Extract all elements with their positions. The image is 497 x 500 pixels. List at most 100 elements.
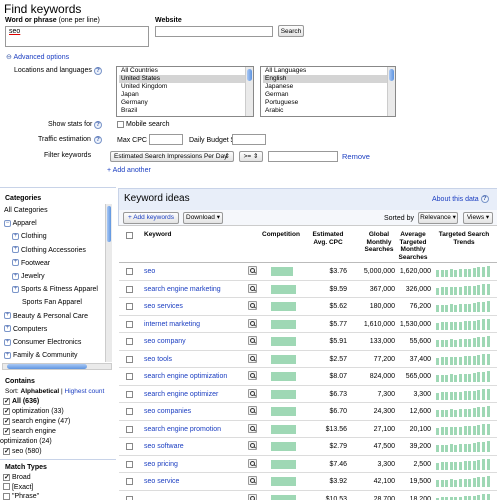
- expand-icon[interactable]: +: [12, 233, 19, 241]
- country-option[interactable]: Brazil: [121, 107, 138, 114]
- select-all-checkbox[interactable]: [126, 232, 133, 239]
- col-cpc[interactable]: Estimated Avg. CPC: [309, 231, 347, 246]
- match-type-item[interactable]: Broad: [3, 473, 115, 483]
- category-item[interactable]: + Beauty & Personal Care: [2, 310, 112, 323]
- category-item[interactable]: − Apparel: [2, 217, 112, 230]
- row-checkbox[interactable]: [126, 285, 133, 293]
- word-textarea[interactable]: seo: [5, 26, 149, 47]
- category-item[interactable]: + Clothing: [2, 230, 112, 243]
- keyword-link[interactable]: seo tools: [144, 355, 173, 363]
- contains-item[interactable]: optimization (24): [0, 437, 115, 447]
- row-checkbox[interactable]: [126, 268, 133, 275]
- relevance-select[interactable]: Relevance ▾: [418, 212, 458, 224]
- row-checkbox[interactable]: [126, 303, 133, 310]
- expand-icon[interactable]: +: [4, 351, 11, 359]
- language-option[interactable]: Japanese: [265, 83, 294, 90]
- contains-item[interactable]: seo (580): [3, 447, 115, 457]
- mobile-search-option[interactable]: Mobile search: [117, 120, 170, 129]
- help-icon[interactable]: ?: [480, 195, 489, 204]
- category-item[interactable]: + Footwear: [2, 257, 112, 270]
- language-option[interactable]: All Languages: [265, 67, 307, 74]
- language-option[interactable]: Portuguese: [265, 99, 299, 106]
- expand-icon[interactable]: +: [4, 325, 11, 333]
- keyword-link[interactable]: seo pricing: [144, 460, 178, 468]
- keyword-link[interactable]: seo company: [144, 338, 186, 345]
- contains-checkbox[interactable]: [3, 427, 10, 435]
- contains-checkbox[interactable]: [3, 397, 10, 405]
- magnifier-icon[interactable]: [248, 301, 257, 310]
- match-type-checkbox[interactable]: [3, 492, 10, 500]
- keyword-link[interactable]: seo companies: [144, 408, 192, 415]
- language-option[interactable]: English: [263, 75, 395, 83]
- category-item[interactable]: All Categories: [2, 204, 112, 217]
- magnifier-icon[interactable]: [248, 266, 257, 275]
- row-checkbox[interactable]: [126, 443, 133, 450]
- col-global[interactable]: Global Monthly Searches: [363, 231, 395, 254]
- categories-hscrollbar[interactable]: [2, 363, 112, 370]
- contains-item[interactable]: search engine: [3, 427, 115, 437]
- help-icon[interactable]: ?: [94, 67, 102, 75]
- keyword-link[interactable]: search engine promotion: [144, 425, 222, 433]
- keyword-link[interactable]: seo service: [144, 478, 180, 485]
- row-checkbox[interactable]: [126, 460, 133, 468]
- match-type-checkbox[interactable]: [3, 483, 10, 491]
- add-another-link[interactable]: + Add another: [107, 167, 151, 174]
- match-type-item[interactable]: [Exact]: [3, 483, 115, 493]
- languages-scrollbar[interactable]: [387, 67, 395, 116]
- magnifier-icon[interactable]: [248, 353, 257, 363]
- contains-item[interactable]: All (636): [3, 397, 115, 407]
- col-keyword[interactable]: Keyword: [144, 231, 172, 238]
- country-option[interactable]: Germany: [121, 99, 148, 106]
- category-item[interactable]: + Clothing Accessories: [2, 244, 112, 257]
- help-icon[interactable]: ?: [94, 136, 102, 144]
- magnifier-icon[interactable]: [248, 336, 257, 345]
- row-checkbox[interactable]: [126, 425, 133, 433]
- keyword-link[interactable]: seo services: [144, 303, 183, 310]
- filter-metric-select[interactable]: Estimated Search Impressions Per Day ⇕: [110, 151, 234, 162]
- magnifier-icon[interactable]: [248, 493, 257, 500]
- category-item[interactable]: + Family & Community: [2, 349, 112, 362]
- col-local[interactable]: Average Targeted Monthly Searches: [396, 231, 430, 261]
- country-option[interactable]: United States: [119, 75, 253, 83]
- sort-highest-count[interactable]: Highest count: [64, 388, 105, 395]
- expand-icon[interactable]: +: [4, 312, 11, 320]
- keyword-link[interactable]: seo: [144, 268, 156, 275]
- advanced-options-toggle[interactable]: ⊖ Advanced options: [6, 53, 69, 62]
- filter-value-input[interactable]: [268, 151, 338, 162]
- magnifier-icon[interactable]: [248, 283, 257, 293]
- row-checkbox[interactable]: [126, 495, 133, 500]
- row-checkbox[interactable]: [126, 478, 133, 485]
- expand-icon[interactable]: +: [12, 272, 19, 280]
- match-type-item[interactable]: "Phrase": [3, 492, 115, 500]
- match-type-checkbox[interactable]: [3, 473, 10, 481]
- expand-icon[interactable]: +: [4, 338, 11, 346]
- expand-icon[interactable]: +: [12, 246, 19, 254]
- search-button[interactable]: Search: [278, 25, 304, 37]
- sort-alphabetical[interactable]: Alphabetical: [20, 388, 60, 395]
- languages-listbox[interactable]: All Languages English Japanese German Portug…: [260, 66, 396, 117]
- col-competition[interactable]: Competition: [262, 231, 300, 238]
- category-item[interactable]: + Jewelry: [2, 270, 112, 283]
- row-checkbox[interactable]: [126, 320, 133, 328]
- category-item[interactable]: + Consumer Electronics: [2, 336, 112, 349]
- magnifier-icon[interactable]: [248, 406, 257, 415]
- collapse-icon[interactable]: −: [4, 219, 11, 227]
- magnifier-icon[interactable]: [248, 371, 257, 380]
- category-item[interactable]: + Sports & Fitness Apparel: [2, 283, 112, 296]
- max-cpc-input[interactable]: [149, 134, 183, 145]
- magnifier-icon[interactable]: [248, 441, 257, 450]
- countries-scrollbar[interactable]: [245, 67, 253, 116]
- magnifier-icon[interactable]: [248, 458, 257, 468]
- language-option[interactable]: German: [265, 91, 289, 98]
- row-checkbox[interactable]: [126, 338, 133, 345]
- keyword-link[interactable]: seo software: [144, 443, 184, 450]
- contains-checkbox[interactable]: [3, 417, 10, 425]
- col-trends[interactable]: Targeted Search Trends: [435, 231, 493, 246]
- countries-listbox[interactable]: All Countries United States United Kingdom…: [116, 66, 254, 117]
- help-icon[interactable]: ?: [94, 121, 102, 129]
- row-checkbox[interactable]: [126, 373, 133, 380]
- filter-operator-select[interactable]: >= ⇕: [239, 151, 263, 162]
- download-button[interactable]: Download ▾: [183, 212, 223, 224]
- daily-budget-input[interactable]: [232, 134, 266, 145]
- expand-icon[interactable]: +: [12, 285, 19, 293]
